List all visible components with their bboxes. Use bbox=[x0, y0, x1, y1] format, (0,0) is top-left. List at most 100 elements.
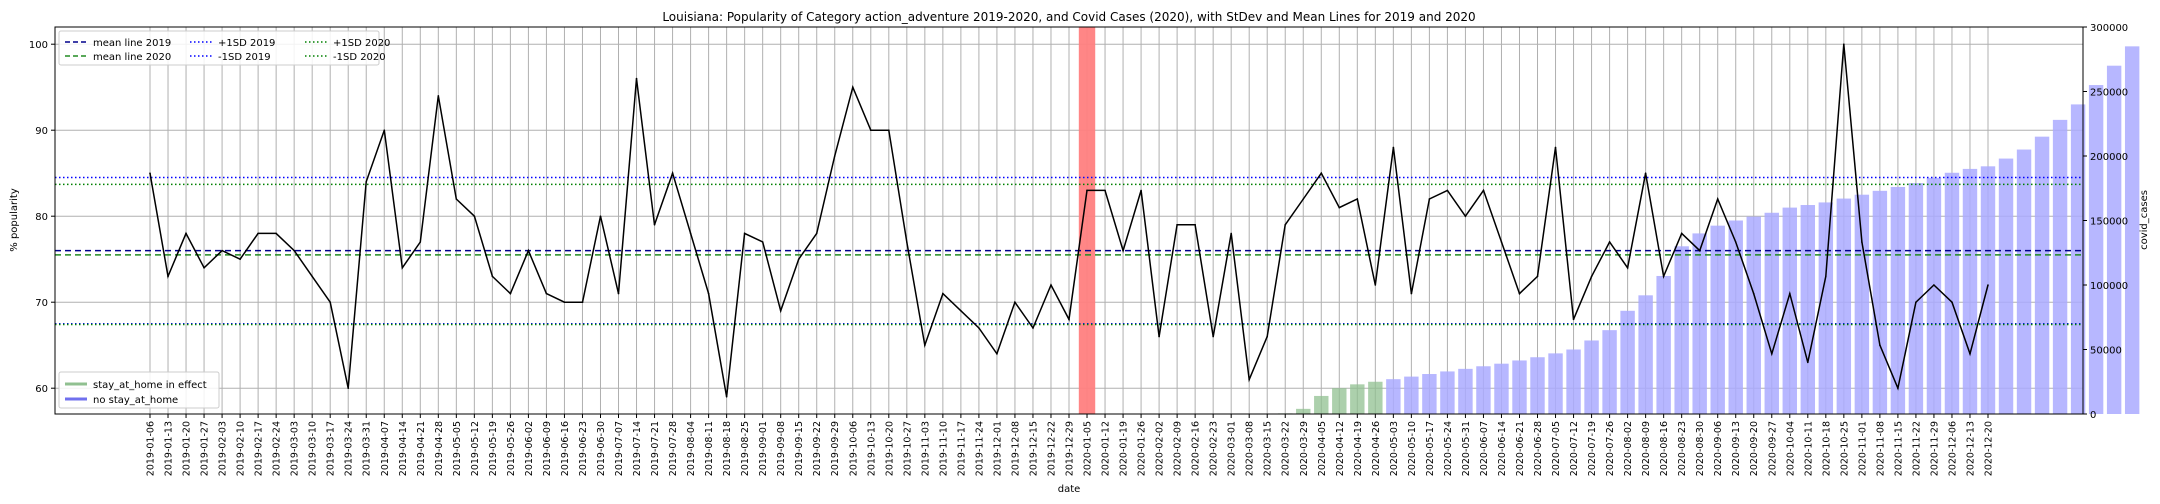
popularity-point bbox=[599, 215, 602, 217]
x-tick-label: 2019-06-30 bbox=[596, 421, 607, 476]
x-tick-label: 2019-01-20 bbox=[182, 421, 193, 476]
x-tick-label: 2019-03-03 bbox=[290, 421, 301, 476]
popularity-point bbox=[1734, 241, 1737, 243]
x-tick-label: 2019-11-24 bbox=[974, 421, 985, 476]
highlight-band bbox=[1078, 27, 1096, 414]
x-tick-label: 2020-05-03 bbox=[1389, 421, 1400, 476]
covid-bar-no-stay-at-home bbox=[1764, 212, 1779, 414]
covid-bar-no-stay-at-home bbox=[1566, 349, 1581, 414]
popularity-point bbox=[996, 353, 998, 355]
popularity-point bbox=[1140, 189, 1142, 192]
x-tick-label: 2020-06-14 bbox=[1497, 421, 1508, 476]
popularity-point bbox=[1518, 292, 1521, 295]
covid-bar-no-stay-at-home bbox=[2052, 119, 2068, 414]
x-tick-label: 2019-03-10 bbox=[308, 421, 319, 476]
legend-top-label: +1SD 2019 bbox=[218, 38, 275, 49]
popularity-line-layer bbox=[149, 43, 1989, 398]
popularity-point bbox=[491, 275, 494, 278]
popularity-point bbox=[581, 301, 584, 304]
popularity-point bbox=[1302, 198, 1305, 200]
x-tick-label: 2020-09-13 bbox=[1731, 421, 1742, 476]
popularity-point bbox=[1933, 284, 1935, 286]
popularity-point bbox=[473, 215, 476, 217]
popularity-point bbox=[1230, 232, 1232, 235]
popularity-point bbox=[329, 301, 331, 304]
x-tick-label: 2019-05-19 bbox=[488, 421, 499, 476]
popularity-point bbox=[545, 292, 548, 295]
legend-top-label: mean line 2020 bbox=[93, 52, 171, 63]
y2-tick-label: 300000 bbox=[2090, 23, 2128, 34]
x-tick-label: 2019-09-15 bbox=[794, 421, 805, 476]
popularity-point bbox=[906, 241, 908, 243]
popularity-point bbox=[185, 232, 187, 235]
popularity-point bbox=[1788, 292, 1791, 295]
popularity-point bbox=[1212, 335, 1214, 338]
popularity-point bbox=[419, 241, 422, 243]
legend-bottom-label: stay_at_home in effect bbox=[93, 380, 207, 391]
x-tick-label: 2020-05-24 bbox=[1443, 421, 1454, 476]
popularity-point bbox=[1500, 241, 1503, 243]
popularity-point bbox=[671, 172, 674, 174]
popularity-point bbox=[1698, 249, 1701, 252]
x-tick-label: 2020-11-22 bbox=[1911, 421, 1922, 476]
covid-bar-no-stay-at-home bbox=[1422, 374, 1437, 414]
covid-bar-no-stay-at-home bbox=[1674, 246, 1689, 414]
covid-bar-no-stay-at-home bbox=[1980, 166, 1996, 414]
popularity-point bbox=[1446, 189, 1449, 192]
y-axis-label: % popularity bbox=[9, 188, 20, 252]
covid-bar-no-stay-at-home bbox=[1476, 366, 1491, 414]
x-tick-label: 2019-08-25 bbox=[740, 421, 751, 476]
x-axis-label: date bbox=[1058, 484, 1081, 495]
x-tick-label: 2020-02-23 bbox=[1209, 421, 1220, 476]
x-tick-label: 2019-09-22 bbox=[812, 421, 823, 476]
x-tick-label: 2020-08-02 bbox=[1623, 421, 1634, 476]
y-tick-label: 80 bbox=[35, 212, 48, 223]
covid-bars-layer bbox=[1278, 46, 2140, 415]
covid-bar-no-stay-at-home bbox=[1440, 371, 1455, 414]
x-tick-label: 2019-04-07 bbox=[380, 421, 391, 476]
popularity-point bbox=[527, 249, 530, 252]
x-tick-label: 2019-06-16 bbox=[560, 421, 571, 476]
popularity-point bbox=[1626, 267, 1629, 269]
x-tick-label: 2020-02-02 bbox=[1155, 421, 1166, 476]
popularity-point bbox=[221, 249, 223, 252]
popularity-point bbox=[942, 292, 944, 295]
x-tick-label: 2020-12-13 bbox=[1965, 421, 1976, 476]
popularity-point bbox=[1014, 301, 1016, 304]
y-tick-label: 70 bbox=[35, 298, 48, 309]
x-tick-label: 2020-08-16 bbox=[1659, 421, 1670, 476]
covid-bar-no-stay-at-home bbox=[1638, 295, 1653, 414]
popularity-point bbox=[1464, 215, 1467, 217]
popularity-point bbox=[1482, 189, 1485, 192]
popularity-point bbox=[1861, 241, 1863, 243]
y2-tick-label: 50000 bbox=[2090, 346, 2122, 357]
covid-bar-no-stay-at-home bbox=[1746, 216, 1761, 414]
popularity-point bbox=[1266, 335, 1269, 338]
popularity-point bbox=[401, 267, 404, 269]
y2-tick-label: 200000 bbox=[2090, 152, 2128, 163]
popularity-point bbox=[725, 396, 728, 398]
popularity-point bbox=[1770, 353, 1773, 355]
popularity-point bbox=[1825, 275, 1827, 278]
x-tick-label: 2019-01-13 bbox=[164, 421, 175, 476]
x-tick-label: 2020-05-10 bbox=[1407, 421, 1418, 476]
popularity-point bbox=[978, 327, 980, 329]
x-tick-label: 2020-06-07 bbox=[1479, 421, 1490, 476]
x-tick-label: 2020-04-26 bbox=[1371, 421, 1382, 476]
popularity-point bbox=[1194, 224, 1196, 226]
x-tick-label: 2020-01-05 bbox=[1083, 421, 1094, 476]
x-tick-label: 2019-03-17 bbox=[326, 421, 337, 476]
popularity-point bbox=[1158, 335, 1160, 338]
popularity-point bbox=[1356, 198, 1359, 200]
x-tick-label: 2019-09-08 bbox=[776, 421, 787, 476]
x-tick-label: 2020-10-11 bbox=[1803, 421, 1814, 476]
x-tick-label: 2019-11-17 bbox=[956, 421, 967, 476]
popularity-point bbox=[779, 310, 782, 312]
covid-bar-no-stay-at-home bbox=[1818, 202, 1834, 414]
legend-bottom-box bbox=[58, 371, 220, 409]
covid-bar-stay-at-home bbox=[1350, 384, 1365, 414]
covid-bar-no-stay-at-home bbox=[1656, 275, 1671, 414]
x-tick-label: 2019-04-21 bbox=[416, 421, 427, 476]
legend-top-label: +1SD 2020 bbox=[333, 38, 390, 49]
popularity-point bbox=[257, 232, 259, 235]
